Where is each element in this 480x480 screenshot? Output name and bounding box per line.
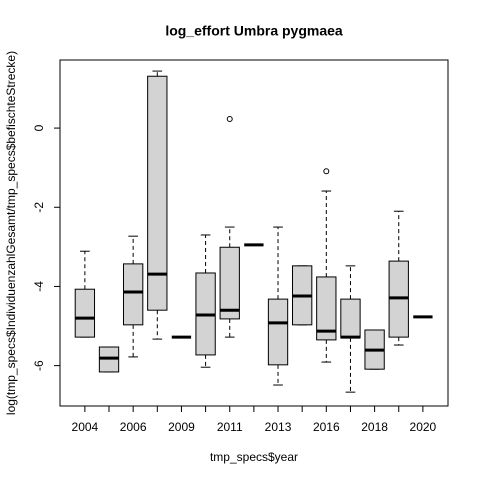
x-tick-label: 2013	[265, 420, 292, 434]
chart-title: log_effort Umbra pygmaea	[165, 23, 343, 39]
box	[340, 298, 361, 339]
x-tick-label: 2004	[72, 420, 99, 434]
x-tick-label: 2011	[217, 420, 243, 434]
box	[122, 263, 144, 326]
x-axis-label: tmp_specs$year	[210, 450, 298, 464]
box	[219, 246, 240, 320]
y-tick-label: -4	[32, 281, 46, 292]
box	[147, 75, 168, 311]
y-tick-label: -6	[32, 360, 46, 371]
y-axis-label: log(tmp_specs$IndividuenzahlGesamt/tmp_s…	[4, 51, 18, 415]
outlier	[323, 168, 330, 175]
x-tick-label: 2006	[120, 420, 147, 434]
box	[74, 288, 96, 338]
x-tick-label: 2016	[313, 420, 340, 434]
y-tick-label: 0	[32, 124, 46, 131]
x-tick-label: 2009	[168, 420, 195, 434]
outlier	[226, 115, 233, 122]
box	[316, 276, 337, 341]
y-tick-label: -2	[32, 202, 46, 213]
x-tick-label: 2018	[361, 420, 388, 434]
x-tick-label: 2020	[410, 420, 437, 434]
box	[267, 298, 289, 366]
